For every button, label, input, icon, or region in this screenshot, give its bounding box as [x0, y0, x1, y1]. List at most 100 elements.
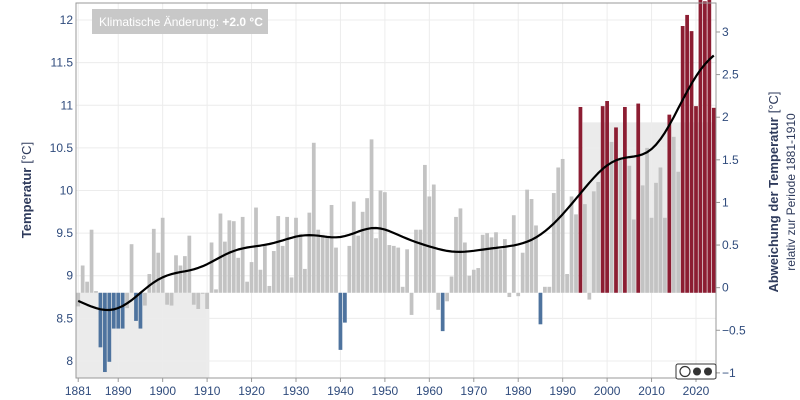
bar-1894: [134, 292, 138, 321]
bar-1924: [267, 285, 272, 293]
bar-2010: [649, 217, 654, 293]
bar-1904: [178, 265, 183, 293]
bar-1941: [343, 292, 347, 323]
climate-change-badge-text: Klimatische Änderung: +2.0 °C: [99, 15, 263, 29]
bar-2003: [618, 159, 623, 293]
plot-frame-border: [75, 2, 717, 379]
x-tick-1900: 1900: [149, 384, 176, 398]
bar-1950: [383, 192, 387, 293]
bar-1974: [489, 237, 494, 293]
bar-1882: [80, 265, 85, 293]
bar-1994: [578, 106, 583, 293]
bar-1971: [476, 268, 481, 293]
bar-1917: [236, 257, 241, 293]
bar-1946: [365, 198, 369, 293]
x-tick-1910: 1910: [194, 384, 221, 398]
bar-1984: [534, 225, 538, 293]
bar-1944: [356, 235, 361, 293]
x-tick-2000: 2000: [594, 384, 621, 398]
x-tick-1970: 1970: [460, 384, 487, 398]
y-right-tick--0.5: −0.5: [722, 323, 746, 337]
bar-1892: [125, 292, 129, 309]
y-left-tick-11.5: 11.5: [51, 56, 74, 70]
y-left-tick-9: 9: [66, 269, 73, 283]
y-right-tick-2: 2: [722, 110, 729, 124]
bar-1890: [116, 292, 121, 329]
bar-2021: [698, 0, 703, 293]
bar-2011: [654, 182, 658, 293]
y-right-tick-0.5: 0.5: [722, 238, 739, 252]
bar-1975: [494, 232, 498, 293]
grid: [76, 3, 716, 378]
y-axis-right-unit: [°C]: [766, 91, 781, 113]
bar-1940: [338, 292, 343, 350]
bar-2022: [703, 1, 707, 293]
y-left-tick-9.5: 9.5: [56, 226, 73, 240]
x-tick-1960: 1960: [416, 384, 443, 398]
y-right-tick-3: 3: [722, 25, 729, 39]
bar-1997: [591, 191, 596, 293]
bar-2015: [671, 136, 676, 293]
bar-2008: [640, 185, 645, 293]
bar-2006: [631, 219, 636, 293]
bar-1885: [94, 291, 98, 293]
bar-2007: [636, 103, 641, 293]
bar-1932: [303, 268, 307, 293]
bar-1979: [511, 215, 516, 293]
x-tick-1950: 1950: [372, 384, 399, 398]
trend: [77, 54, 715, 312]
bar-1883: [85, 281, 89, 293]
bar-2012: [658, 167, 663, 293]
bar-1987: [547, 286, 552, 293]
bar-1993: [574, 214, 578, 293]
bar-2023: [707, 0, 712, 293]
y-axis-right-sublabel: relativ zur Periode 1881-1910: [784, 113, 798, 271]
bar-1976: [498, 249, 503, 293]
x-tick-1980: 1980: [505, 384, 532, 398]
bar-1925: [271, 251, 276, 293]
ticks: 88.599.51010.51111.512−1−0.500.511.522.5…: [50, 13, 746, 398]
bar-2001: [609, 141, 614, 293]
bar-1945: [360, 211, 365, 293]
bar-1915: [227, 220, 232, 293]
x-tick-2010: 2010: [638, 384, 665, 398]
bar-2019: [689, 31, 694, 293]
bar-1955: [405, 249, 409, 293]
x-tick-1940: 1940: [327, 384, 354, 398]
bar-1949: [378, 190, 383, 293]
bar-1912: [214, 289, 218, 293]
bar-1938: [329, 204, 334, 293]
bar-1927: [280, 245, 285, 293]
bar-1957: [414, 229, 418, 293]
bar-1936: [320, 234, 325, 293]
bar-1998: [596, 181, 601, 293]
bar-1937: [325, 236, 329, 293]
bar-1953: [396, 247, 401, 293]
bar-1996: [587, 292, 592, 300]
bar-1991: [565, 274, 569, 293]
bar-1969: [467, 275, 472, 293]
bar-1986: [543, 286, 547, 293]
bar-1914: [223, 241, 227, 293]
bar-2024: [711, 107, 716, 293]
y-left-tick-10: 10: [60, 184, 74, 198]
bar-1939: [334, 247, 338, 293]
bar-1900: [160, 217, 165, 293]
bar-1968: [463, 242, 467, 293]
bar-1919: [245, 281, 249, 293]
bar-1913: [218, 213, 223, 293]
bar-1962: [436, 292, 441, 310]
bar-1922: [258, 269, 263, 293]
y-axis-right-title: Abweichung der Temperatur [°C]: [766, 91, 781, 292]
bar-1902: [169, 292, 174, 306]
bar-1907: [191, 292, 196, 305]
bar-1978: [507, 292, 512, 298]
bar-1972: [480, 234, 485, 293]
bar-1898: [151, 228, 156, 293]
bar-1966: [454, 216, 458, 293]
bar-2017: [680, 26, 685, 293]
bar-2016: [676, 171, 681, 293]
y-left-tick-10.5: 10.5: [50, 141, 74, 155]
